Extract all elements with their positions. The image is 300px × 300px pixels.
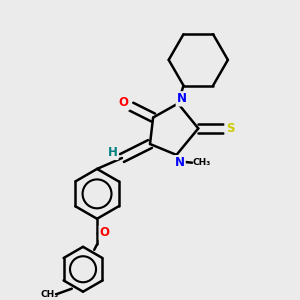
Text: O: O bbox=[118, 96, 128, 110]
Text: CH₃: CH₃ bbox=[192, 158, 211, 167]
Text: N: N bbox=[175, 156, 184, 169]
Text: S: S bbox=[226, 122, 234, 135]
Text: N: N bbox=[177, 92, 187, 105]
Text: O: O bbox=[100, 226, 110, 239]
Text: CH₃: CH₃ bbox=[40, 290, 58, 299]
Text: H: H bbox=[108, 146, 118, 159]
